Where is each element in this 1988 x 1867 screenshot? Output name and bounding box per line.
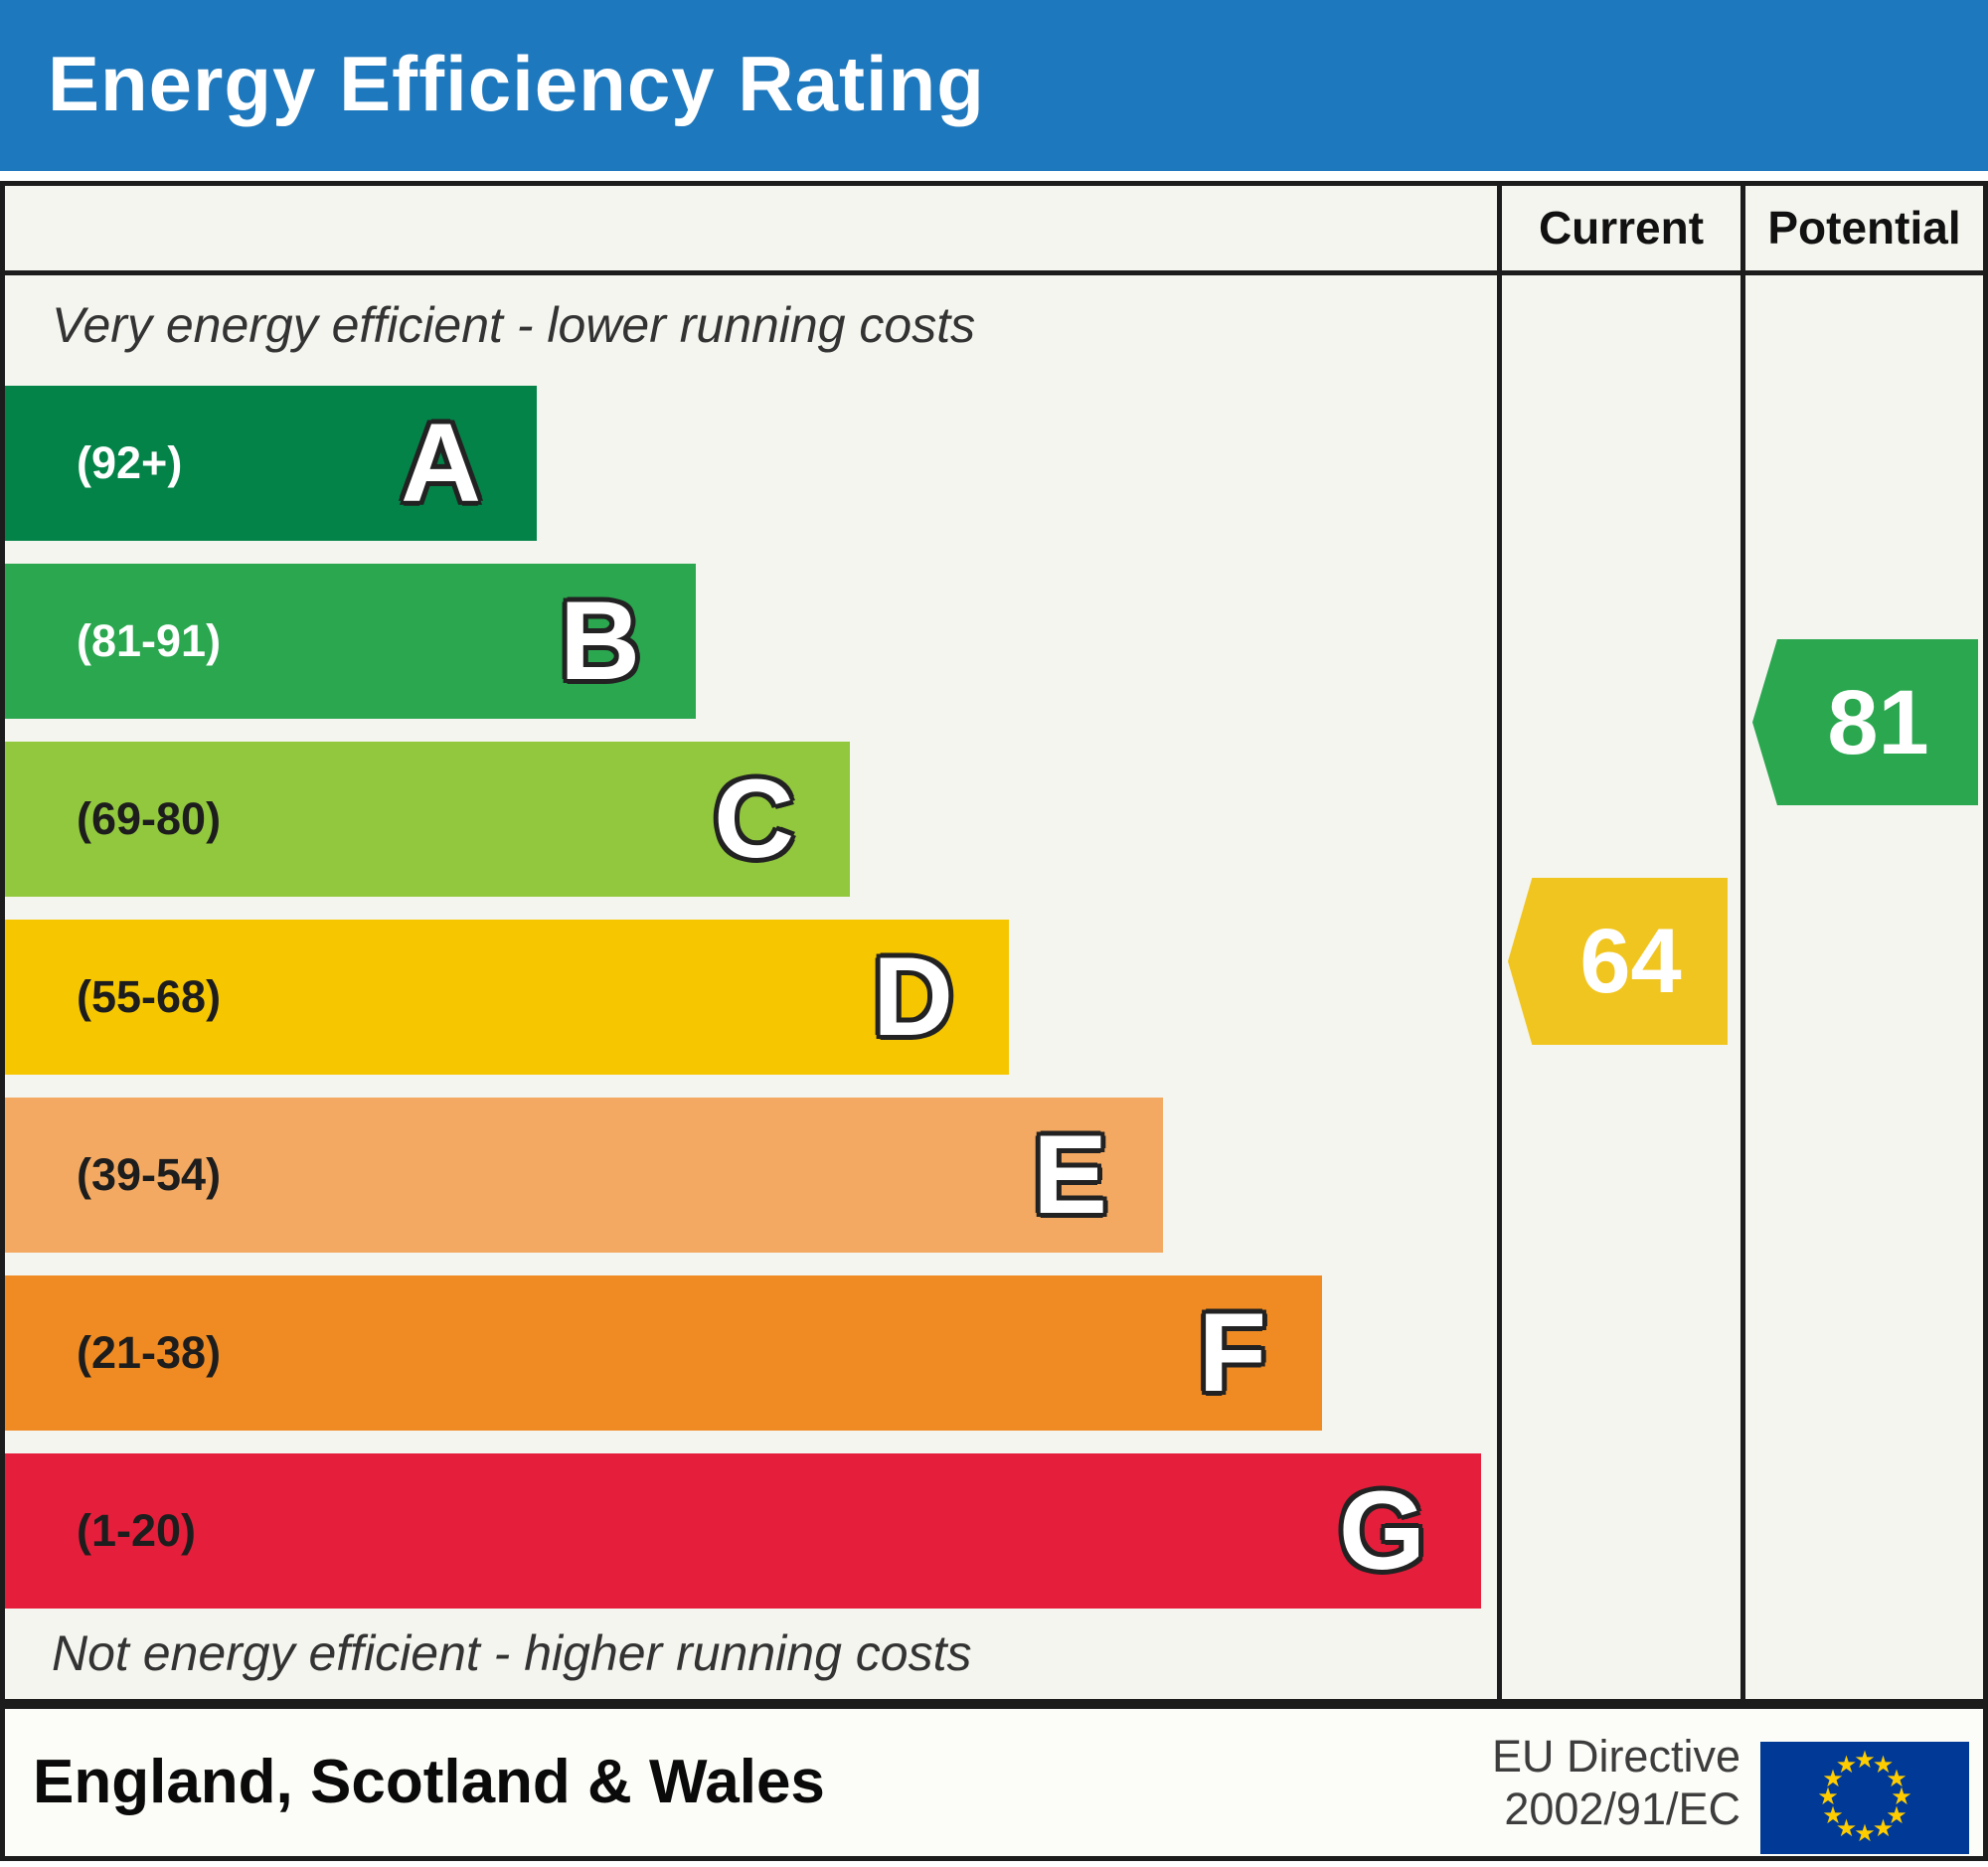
eu-star-icon: ★: [1891, 1783, 1912, 1810]
band-row-g: (1-20) G: [5, 1453, 1481, 1609]
potential-rating-arrow: 81: [1752, 639, 1978, 805]
current-column-divider: [1497, 181, 1502, 1704]
current-rating-value: 64: [1579, 911, 1682, 1012]
band-letter: D: [873, 934, 953, 1059]
column-header-potential: Potential: [1767, 202, 1961, 254]
title-banner: Energy Efficiency Rating: [0, 0, 1988, 171]
current-rating-arrow: 64: [1508, 878, 1728, 1045]
band-row-d: (55-68) D: [5, 920, 1009, 1075]
eu-star-icon: ★: [1822, 1801, 1844, 1829]
eu-star-icon: ★: [1854, 1820, 1876, 1847]
potential-column-divider: [1740, 181, 1745, 1704]
band-letter: F: [1198, 1290, 1266, 1415]
band-range-label: (55-68): [77, 971, 222, 1022]
potential-rating-value: 81: [1827, 671, 1929, 773]
eu-flag: ★ ★ ★ ★ ★ ★ ★ ★ ★ ★ ★ ★: [1760, 1742, 1969, 1854]
band-range-label: (69-80): [77, 793, 222, 844]
eu-star-icon: ★: [1872, 1815, 1895, 1843]
header-divider-line: [0, 270, 1988, 275]
band-letter: B: [560, 579, 640, 703]
eu-directive-line2: 2002/91/EC: [1504, 1783, 1740, 1834]
eu-star-icon: ★: [1835, 1815, 1858, 1843]
eu-star-icon: ★: [1886, 1765, 1907, 1792]
eu-directive-line1: EU Directive: [1491, 1730, 1740, 1782]
eu-star-icon: ★: [1817, 1783, 1839, 1810]
band-letter: G: [1338, 1468, 1425, 1593]
column-header-current: Current: [1538, 202, 1705, 254]
eu-star-icon: ★: [1835, 1751, 1858, 1779]
band-range-label: (21-38): [77, 1327, 222, 1378]
region-label: England, Scotland & Wales: [33, 1748, 825, 1816]
page-title: Energy Efficiency Rating: [48, 40, 985, 127]
band-row-a: (92+) A: [5, 386, 537, 541]
caption-not-efficient: Not energy efficient - higher running co…: [52, 1625, 972, 1681]
band-row-f: (21-38) F: [5, 1275, 1322, 1431]
footer: England, Scotland & Wales EU Directive 2…: [0, 1704, 1988, 1861]
band-row-e: (39-54) E: [5, 1098, 1163, 1253]
band-row-c: (69-80) C: [5, 742, 850, 897]
caption-very-efficient: Very energy efficient - lower running co…: [52, 297, 976, 353]
band-letter: A: [401, 401, 481, 525]
eu-star-icon: ★: [1854, 1747, 1876, 1774]
eu-directive-label: EU Directive 2002/91/EC: [1492, 1730, 1740, 1835]
band-letter: E: [1033, 1112, 1107, 1237]
band-range-label: (81-91): [77, 615, 222, 666]
band-range-label: (39-54): [77, 1149, 222, 1200]
eu-star-icon: ★: [1886, 1801, 1907, 1829]
band-row-b: (81-91) B: [5, 564, 696, 719]
band-range-label: (1-20): [77, 1505, 197, 1556]
band-letter: C: [714, 757, 794, 881]
eu-star-icon: ★: [1872, 1751, 1895, 1779]
eu-star-icon: ★: [1822, 1765, 1844, 1792]
band-range-label: (92+): [77, 437, 183, 488]
